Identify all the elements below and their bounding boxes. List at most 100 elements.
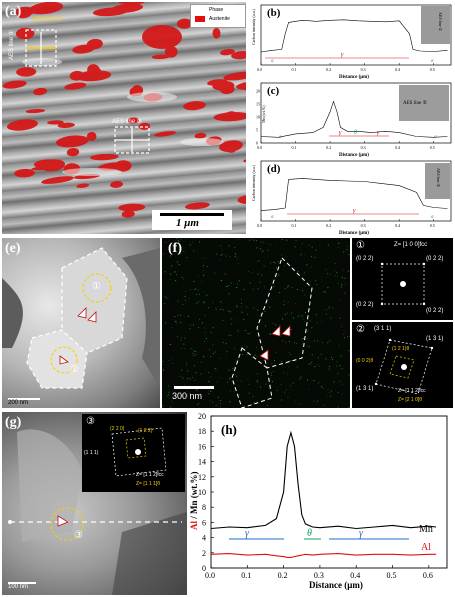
x-tick-label: 0.5	[387, 571, 397, 580]
aes-line-2-label: AES line ②	[32, 17, 63, 23]
panel-g-label: (g)	[5, 415, 22, 430]
panel-d-chart: AES line ③ Carbon intensity (a.u.) (d) α…	[249, 158, 454, 236]
y-tick-label: 10	[198, 488, 206, 497]
b-xlabel: Distance (μm)	[339, 75, 369, 80]
svg-text:α: α	[434, 135, 437, 140]
circle-1-label: ①	[92, 281, 101, 292]
saed-pattern-2: ② (3 1 1) (1 3 1) (1 2 1)θ (0 0 2)θ (1 3…	[352, 322, 453, 408]
x-tick-label: 0.0	[205, 571, 215, 580]
aes-line-3-label: AES line ③	[112, 119, 143, 125]
svg-text:γ: γ	[377, 130, 380, 136]
x-tick-label: 0.2	[278, 571, 288, 580]
saed1-zone: Z= [1 0 0]fcc	[394, 242, 428, 248]
x-tick-label: 0.0	[257, 145, 262, 150]
svg-text:γ: γ	[339, 130, 342, 136]
phase-legend: Phase Austenite	[190, 4, 246, 28]
h-gamma-1: γ	[245, 528, 250, 539]
y-tick-label: 12	[198, 473, 206, 482]
y-tick-label: 5	[256, 128, 258, 133]
x-tick-label: 0.4	[395, 145, 400, 150]
y-tick-label: 8	[202, 503, 206, 512]
y-tick-label: 0	[256, 141, 258, 146]
panel-f-label: (f)	[168, 241, 182, 256]
x-tick-label: 0.5	[430, 145, 435, 150]
y-tick-label: 2	[202, 549, 206, 558]
y-tick-label: 14	[198, 458, 206, 467]
b-inset-label: AES line ①	[438, 12, 443, 32]
saed1-number: ①	[356, 240, 365, 251]
saed3-spot-111: (1 1 1)	[84, 450, 99, 456]
y-tick-label: 6	[202, 518, 206, 527]
x-tick-label: 0.1	[292, 67, 297, 72]
x-tick-label: 0.4	[395, 67, 400, 72]
x-tick-label: 0.3	[361, 145, 366, 150]
y-tick-label: 20	[198, 412, 206, 421]
saed1-spot-bl: (0 2 2)	[356, 302, 374, 308]
panel-a-label: (a)	[5, 4, 22, 19]
scale-text-f: 300 nm	[172, 391, 203, 401]
svg-text:α: α	[271, 215, 274, 220]
panel-a-ebsd-map: (a) AES line ② AES line ① AES line ③ Pha…	[2, 2, 246, 234]
panel-e-tem: (e) ① ② 200 nm	[2, 238, 160, 408]
saed1-spot-br: (0 2 2)	[426, 308, 444, 314]
panel-h-label: (h)	[221, 422, 237, 437]
panel-f-eds-map: (f) 300 nm	[162, 238, 350, 408]
carbon-profile-b	[260, 19, 448, 53]
scale-bar-text: 1 μm	[176, 217, 199, 229]
saed3-number: ③	[86, 416, 95, 427]
saed2-spot-002: (0 0 2)θ	[356, 358, 374, 364]
y-tick-label: 10	[256, 115, 260, 120]
saed1-spot-tl: (0 2 2)	[356, 256, 374, 262]
scale-text-e: 200 nm	[8, 400, 29, 406]
x-tick-label: 0.6	[423, 571, 433, 580]
circle-3-label: ③	[74, 530, 83, 541]
svg-text:α: α	[271, 59, 274, 64]
y-tick-label: 4	[202, 534, 206, 543]
c-ylabel: Mn (wt.%)	[261, 105, 266, 123]
saed3-spot-220: (2 2 0)	[110, 426, 125, 432]
svg-text:γ: γ	[353, 208, 356, 214]
mn-series-line	[210, 430, 437, 530]
saed1-spot-tr: (0 2 2)	[426, 256, 444, 262]
legend-swatch	[195, 16, 205, 22]
saed-pattern-1: ① Z= [1 0 0]fcc (0 2 2) (0 2 2) (0 2 2) …	[352, 238, 453, 320]
mn-series-label: Mn	[419, 524, 433, 535]
circle-2-label: ②	[70, 364, 79, 375]
svg-text:α: α	[279, 135, 282, 140]
x-tick-label: 0.3	[361, 67, 366, 72]
panel-b-label: (b)	[267, 7, 281, 19]
al-series-label: Al	[421, 542, 431, 553]
x-tick-label: 0.1	[241, 571, 251, 580]
x-tick-label: 0.2	[326, 145, 331, 150]
x-tick-label: 0.0	[257, 67, 262, 72]
carbon-profile-d	[260, 178, 448, 211]
saed-pattern-3-inset: ③ (2 2 0) (1 2 2) (1 1 1) Z= [1 1 2]fcc …	[82, 414, 185, 492]
austenite-phase-map	[2, 2, 246, 218]
saed2-number: ②	[356, 324, 365, 335]
d-xlabel: Distance (μm)	[339, 231, 369, 236]
saed3-spot-122: (1 2 2)	[138, 428, 153, 434]
c-xlabel: Distance (μm)	[339, 153, 369, 158]
panel-g-tem: (g) ③ 100 nm ③ (2 2 0) (1 2 2) (1 1 1) Z…	[2, 412, 187, 595]
h-theta: θ	[307, 528, 312, 539]
saed2-zone-1: Z= [1 1 2]fcc	[398, 388, 426, 394]
y-tick-label: 18	[198, 427, 206, 436]
legend-item: Austenite	[209, 16, 230, 22]
scale-bar-line	[160, 213, 224, 216]
saed2-zone-2: Z= [2 1 0]θ	[398, 397, 423, 403]
x-tick-label: 0.4	[350, 571, 360, 580]
d-ylabel: Carbon intensity (a.u.)	[251, 164, 256, 201]
x-tick-label: 0.1	[292, 145, 297, 150]
saed2-spot-311: (3 1 1)	[374, 326, 392, 332]
h-xlabel: Distance (μm)	[309, 580, 363, 590]
x-tick-label: 0.0	[257, 223, 262, 228]
y-tick-label: 20	[256, 89, 260, 94]
x-tick-label: 0.4	[395, 223, 400, 228]
svg-text:θ: θ	[354, 130, 357, 136]
panel-b-chart: Carbon intensity (a.u.) AES line ① (b) α…	[249, 2, 454, 80]
c-inset-label: AES line ②	[403, 100, 427, 106]
x-tick-label: 0.1	[292, 223, 297, 228]
h-ylabel: Al / Mn (wt.%)	[189, 472, 199, 531]
